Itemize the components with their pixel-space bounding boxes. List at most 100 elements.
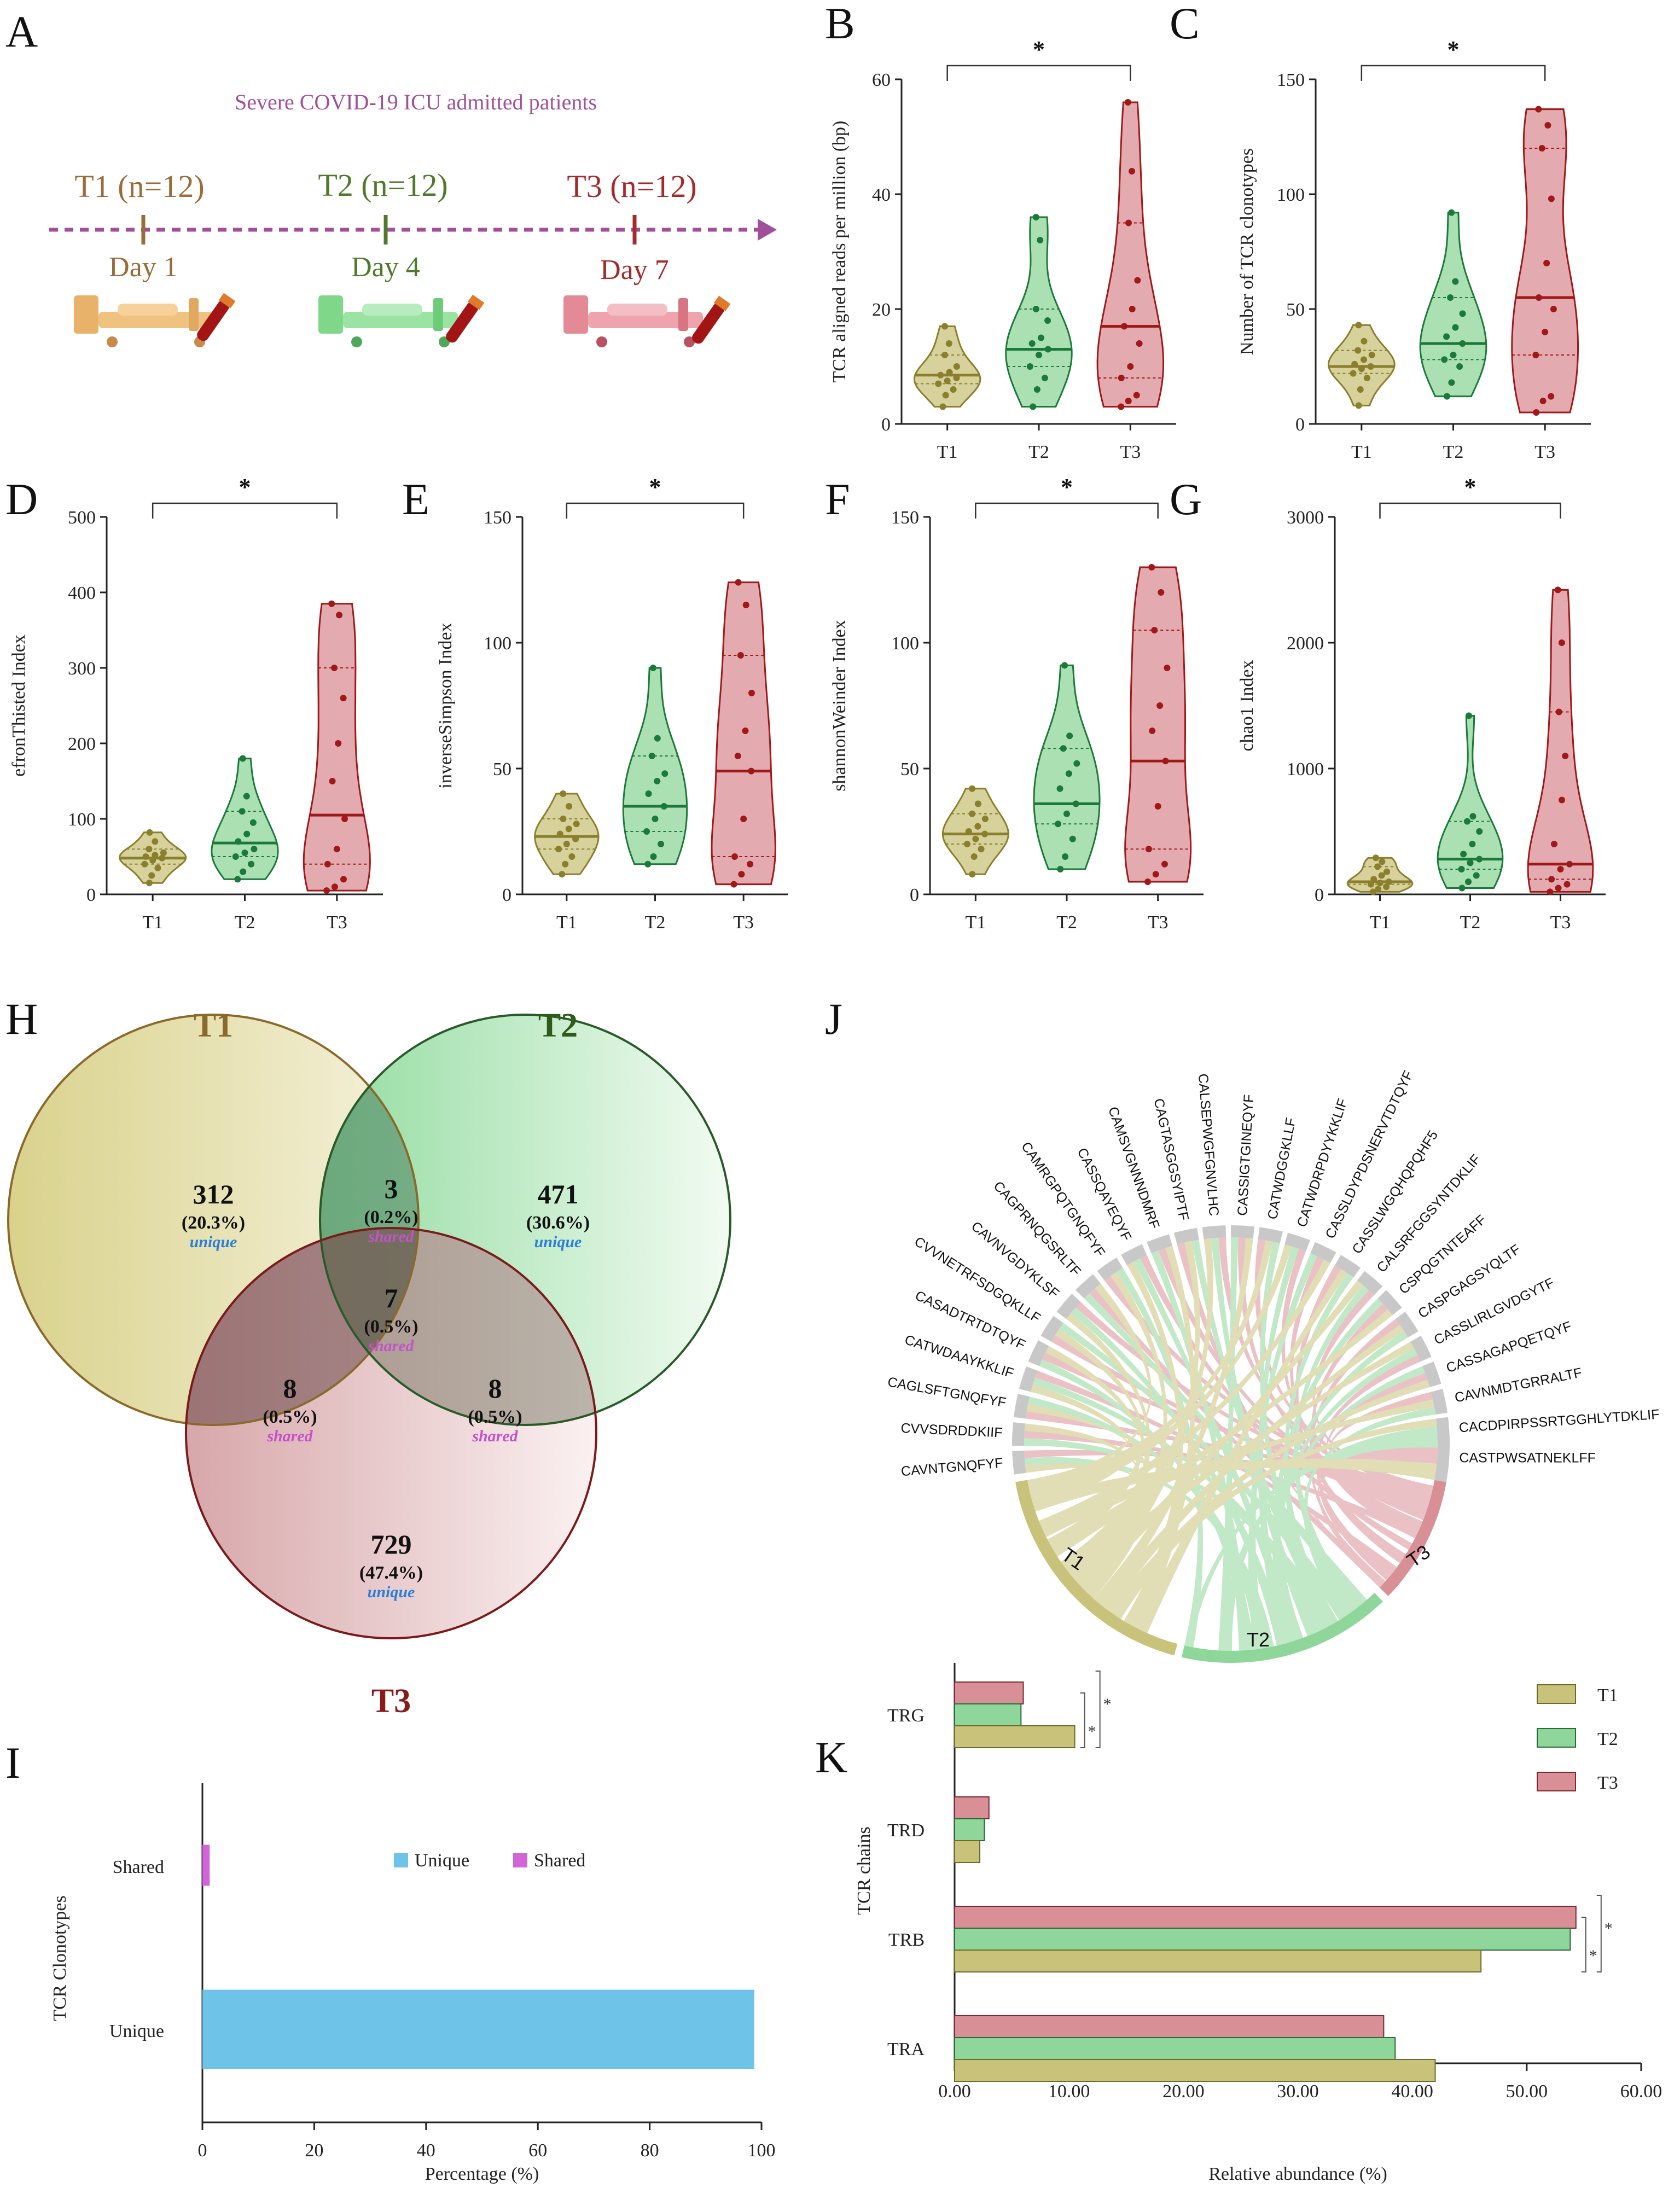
clonotype-arc (1076, 1274, 1101, 1299)
x-tick-label: T3 (1550, 912, 1571, 933)
data-point (1562, 753, 1569, 759)
venn-region-t2: 471 (30.6%)unique (526, 1179, 590, 1251)
x-tick-label: T2 (235, 912, 255, 933)
data-point (568, 853, 575, 860)
chord-ribbon (1116, 1267, 1204, 1648)
timepoint-label: T3 (n=12) (567, 168, 696, 204)
data-point (1566, 860, 1573, 868)
data-point (152, 852, 159, 859)
clonotype-arc (1377, 1290, 1402, 1316)
clonotype-arc (1422, 1361, 1441, 1387)
data-point (981, 830, 989, 837)
violin-chart-e: 0 50 100 150 inverseSimpson Index T1 T2 T3 * (435, 474, 788, 933)
x-tick-label: 20 (305, 2140, 323, 2161)
data-point (969, 871, 976, 878)
bar-unique (202, 1989, 754, 2069)
data-point (654, 735, 661, 742)
data-point (335, 740, 342, 747)
data-point (154, 864, 161, 871)
y-tick-label: 50 (900, 759, 919, 779)
venn-count: 471 (538, 1179, 579, 1209)
data-point (333, 846, 340, 853)
x-tick-label: T3 (1148, 912, 1169, 933)
significance-star: * (1605, 1919, 1613, 1937)
y-tick-label: 200 (68, 734, 96, 754)
venn-tag: unique (534, 1233, 582, 1251)
y-tick-label: 20 (872, 300, 891, 320)
data-point (324, 860, 331, 868)
x-tick-label: 20.00 (1162, 2081, 1205, 2102)
data-point (1158, 589, 1165, 596)
clonotype-bar-chart: 0 20 40 60 80 100 Percentage (%) TCR Clonotypes… (50, 1783, 776, 2184)
venn-region-t123: 7 (0.5%)shared (364, 1283, 418, 1355)
data-point (1383, 868, 1391, 875)
data-point (970, 853, 978, 860)
data-point (560, 790, 567, 797)
y-tick-label: 150 (1277, 70, 1305, 90)
y-tick-label: 0 (86, 885, 96, 905)
clonotype-label: CASSLDYPDSNERVTDTQYF (1322, 1068, 1416, 1241)
bar-tra-t1 (954, 2059, 1436, 2082)
y-axis-title: TCR Clonotypes (50, 1895, 70, 2021)
venn-percent: (0.5%) (263, 1407, 317, 1427)
venn-region-t23: 8 (0.5%)shared (468, 1373, 522, 1445)
venn-region-t1: 312 (20.3%)unique (182, 1179, 245, 1251)
clonotype-arc (1028, 1340, 1049, 1366)
data-point (1360, 356, 1367, 363)
timeline-panel: Severe COVID-19 ICU admitted patients T1… (49, 90, 777, 347)
panel-letter-g: G (1170, 474, 1202, 524)
data-point (1162, 758, 1169, 765)
clonotype-label: CASSIGTGINEQYF (1235, 1094, 1257, 1216)
x-tick-label: 30.00 (1277, 2081, 1319, 2102)
violin-t1 (913, 325, 981, 408)
data-point (944, 377, 951, 385)
venn-percent: (47.4%) (359, 1563, 423, 1583)
data-point (1450, 352, 1457, 358)
data-point (152, 838, 159, 845)
data-point (1033, 386, 1040, 393)
clonotype-arc (1357, 1271, 1383, 1295)
panel-letter-a: A (5, 7, 38, 56)
y-tick-label: 500 (68, 508, 96, 528)
y-tick-label: 100 (1277, 185, 1305, 205)
data-point (235, 838, 242, 845)
data-point (978, 846, 985, 853)
clonotype-arc (1056, 1294, 1081, 1319)
violin-t3 (1527, 589, 1594, 893)
data-point (562, 860, 569, 868)
legend-label-t2: T2 (1597, 1729, 1618, 1749)
data-point (974, 800, 981, 807)
data-point (1363, 375, 1370, 381)
venn-percent: (30.6%) (526, 1213, 590, 1233)
data-point (1134, 277, 1141, 284)
x-tick-label: 0 (198, 2140, 207, 2161)
clonotype-arc (1147, 1234, 1173, 1254)
data-point (747, 860, 754, 868)
clonotype-arc (1310, 1242, 1336, 1263)
bar-trb-t1 (954, 1950, 1482, 1972)
chord-ribbon (1281, 1249, 1428, 1515)
x-tick-label: T3 (1120, 442, 1141, 462)
data-point (748, 767, 755, 775)
venn-count: 729 (371, 1529, 412, 1559)
data-point (1469, 813, 1476, 820)
clonotype-label: CASSLWGQHQPQHF5 (1349, 1128, 1441, 1257)
data-point (329, 778, 336, 784)
venn-count: 7 (385, 1283, 398, 1313)
timeline-title: Severe COVID-19 ICU admitted patients (235, 90, 597, 114)
data-point (1072, 800, 1079, 807)
data-point (1557, 866, 1564, 872)
clonotype-label: CAGLSFTGNQFYF (886, 1374, 1007, 1410)
clonotype-arc (1040, 1316, 1063, 1342)
venn-percent: (20.3%) (182, 1213, 245, 1233)
data-point (969, 785, 976, 792)
data-point (572, 835, 579, 842)
data-point (1361, 337, 1368, 345)
data-point (644, 860, 652, 868)
data-point (1164, 665, 1171, 671)
data-point (1548, 195, 1555, 202)
chord-ribbon (1040, 1399, 1434, 1537)
data-point (1032, 306, 1039, 312)
data-point (1372, 854, 1379, 862)
data-point (742, 602, 749, 608)
